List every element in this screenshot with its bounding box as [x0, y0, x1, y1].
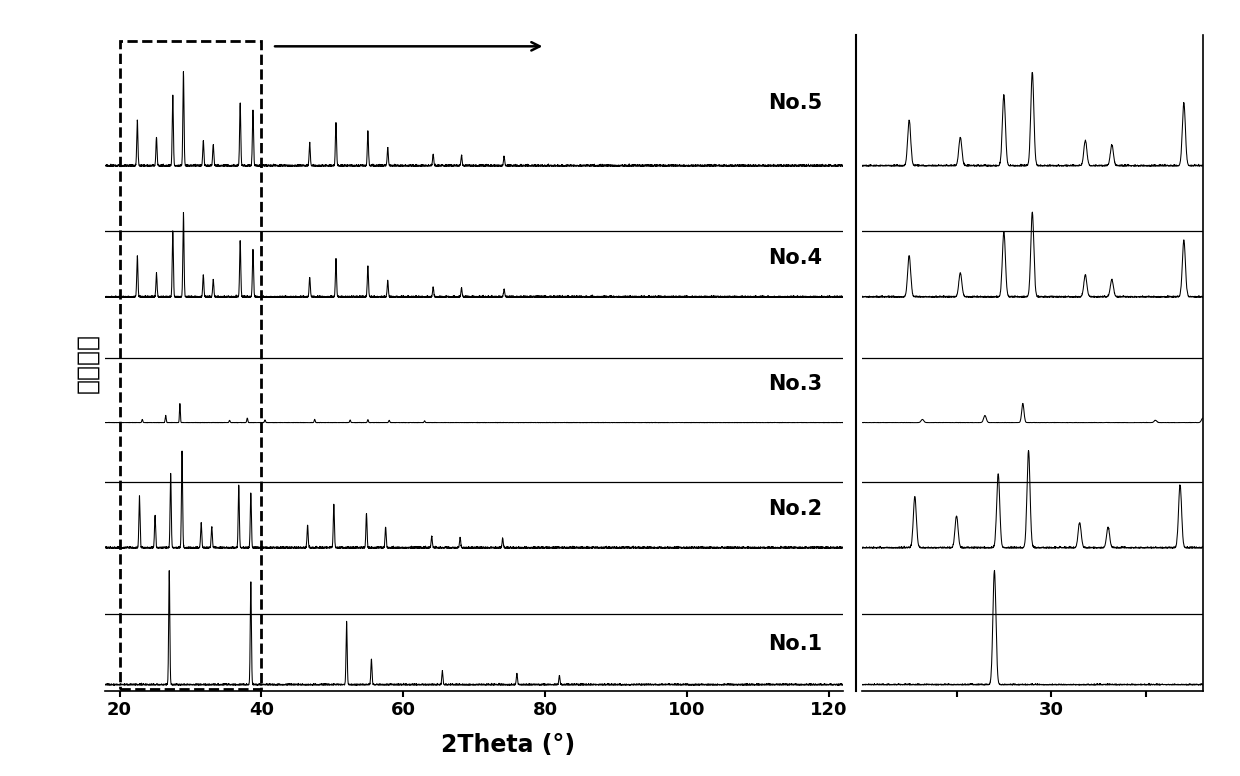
Bar — [119, 40, 262, 690]
Text: No.5: No.5 — [768, 93, 822, 113]
Text: No.2: No.2 — [768, 499, 822, 519]
Y-axis label: 相对强度: 相对强度 — [76, 333, 100, 393]
Text: No.3: No.3 — [768, 375, 822, 394]
Text: No.4: No.4 — [768, 248, 822, 268]
Text: 2Theta (°): 2Theta (°) — [441, 733, 575, 757]
Text: No.1: No.1 — [768, 634, 822, 654]
